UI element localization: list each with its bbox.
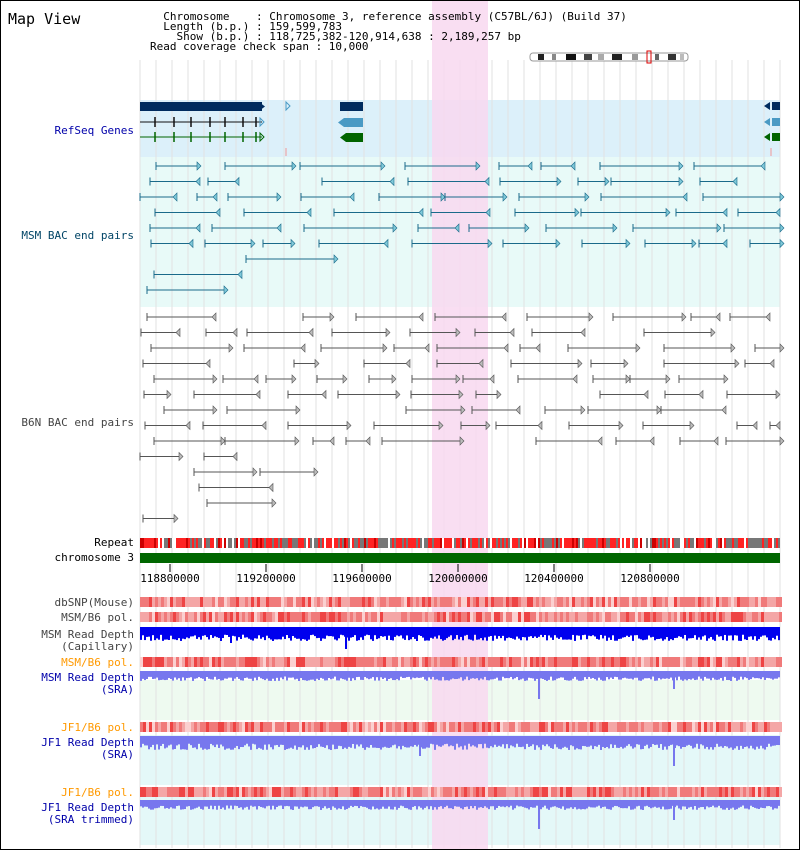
info-chromosome: Chromosome : Chromosome 3, reference ass…: [150, 10, 627, 23]
msm-b6-pol-strip-2[interactable]: [140, 657, 782, 667]
gene-feature[interactable]: [340, 102, 363, 111]
jf1-b6-pol-strip-1[interactable]: [140, 722, 782, 732]
track-label-jf1_pol1: JF1/B6 pol.: [61, 721, 134, 734]
track-label-jf1_depth_trim: JF1 Read Depth: [41, 801, 134, 814]
track-label-jf1_depth_trim-2: (SRA trimmed): [48, 813, 134, 826]
msm-read-depth-capillary[interactable]: [140, 627, 780, 649]
jf1-b6-pol-strip-2[interactable]: [140, 787, 782, 797]
track-label-msm_depth_cap-2: (Capillary): [61, 640, 134, 653]
ideogram-position-marker: [646, 50, 652, 64]
chromosome-bar[interactable]: [140, 553, 780, 563]
jf1-read-depth-trimmed[interactable]: [140, 800, 780, 829]
b6n-bac-end-pairs[interactable]: [139, 312, 785, 524]
gene-feature[interactable]: [140, 102, 262, 111]
ruler-tick-label: 119600000: [332, 572, 392, 585]
ruler-tick-label: 120400000: [524, 572, 584, 585]
ruler-tick-label: 118800000: [140, 572, 200, 585]
gene-feature[interactable]: [346, 133, 363, 142]
ruler-tick-label: 120800000: [620, 572, 680, 585]
track-label-b6n_bac: B6N BAC end pairs: [21, 416, 134, 429]
grid-lines: [139, 60, 781, 848]
track-label-jf1_pol2: JF1/B6 pol.: [61, 786, 134, 799]
repeat-track[interactable]: [140, 538, 780, 548]
track-label-dbsnp: dbSNP(Mouse): [55, 596, 134, 609]
track-label-chromosome: chromosome 3: [55, 551, 134, 564]
dbsnp-strip[interactable]: [140, 597, 782, 607]
track-label-repeat: Repeat: [94, 536, 134, 549]
info-length: Length (b.p.) : 159,599,783: [150, 20, 343, 33]
gene-feature[interactable]: [344, 118, 363, 127]
view-title: Map View: [8, 10, 81, 28]
msm-b6-pol-strip-1[interactable]: [140, 612, 782, 622]
msm-bac-end-pairs[interactable]: [139, 161, 785, 295]
track-label-refseq: RefSeq Genes: [55, 124, 134, 137]
info-show-range: Show (b.p.) : 118,725,382-120,914,638 : …: [150, 30, 521, 43]
chromosome-ideogram[interactable]: [529, 50, 689, 64]
jf1-read-depth-sra[interactable]: [140, 736, 780, 766]
track-label-msm_pol2: MSM/B6 pol.: [61, 656, 134, 669]
info-coverage-span: Read coverage check span : 10,000: [150, 40, 369, 53]
track-label-jf1_depth_sra: JF1 Read Depth: [41, 736, 134, 749]
ruler-tick-label: 120000000: [428, 572, 488, 585]
track-label-msm_pol1: MSM/B6 pol.: [61, 611, 134, 624]
track-label-jf1_depth_sra-2: (SRA): [101, 748, 134, 761]
track-label-msm_depth_sra: MSM Read Depth: [41, 671, 134, 684]
track-label-msm_depth_sra-2: (SRA): [101, 683, 134, 696]
position-ruler: 118800000 119200000 119600000 120000000 1204…: [140, 564, 680, 585]
msm-read-depth-sra[interactable]: [140, 671, 780, 699]
refseq-genes[interactable]: [140, 100, 780, 156]
ruler-tick-label: 119200000: [236, 572, 296, 585]
track-label-msm_depth_cap: MSM Read Depth: [41, 628, 134, 641]
track-label-msm_bac: MSM BAC end pairs: [21, 229, 134, 242]
